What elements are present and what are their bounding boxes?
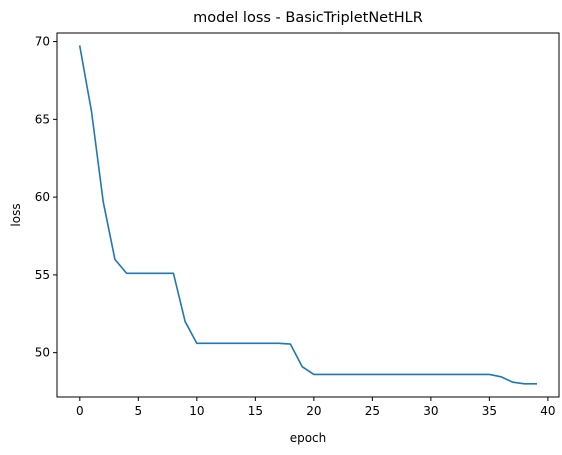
x-tick-label: 20 <box>306 404 321 418</box>
x-axis-label: epoch <box>290 431 327 445</box>
x-tick-label: 25 <box>365 404 380 418</box>
series-line-0 <box>78 45 537 385</box>
x-axis: 0 5 10 15 20 25 30 35 40 <box>76 397 556 418</box>
series-layer <box>78 45 537 385</box>
y-tick-label: 65 <box>35 112 50 126</box>
plot-frame <box>56 32 560 398</box>
y-axis-label: loss <box>9 203 23 226</box>
y-tick-label: 55 <box>35 268 50 282</box>
y-tick-label: 70 <box>35 35 50 49</box>
x-tick-label: 30 <box>423 404 438 418</box>
y-tick-label: 50 <box>35 346 50 360</box>
x-tick-label: 5 <box>135 404 143 418</box>
x-tick-label: 35 <box>482 404 497 418</box>
plot-area <box>57 33 559 397</box>
x-tick-label: 40 <box>540 404 555 418</box>
x-tick-label: 15 <box>248 404 263 418</box>
x-tick-label: 0 <box>76 404 84 418</box>
x-tick-label: 10 <box>189 404 204 418</box>
y-axis: 50 55 60 65 70 <box>35 35 57 360</box>
chart-title: model loss - BasicTripletNetHLR <box>193 10 423 26</box>
y-tick-label: 60 <box>35 190 50 204</box>
